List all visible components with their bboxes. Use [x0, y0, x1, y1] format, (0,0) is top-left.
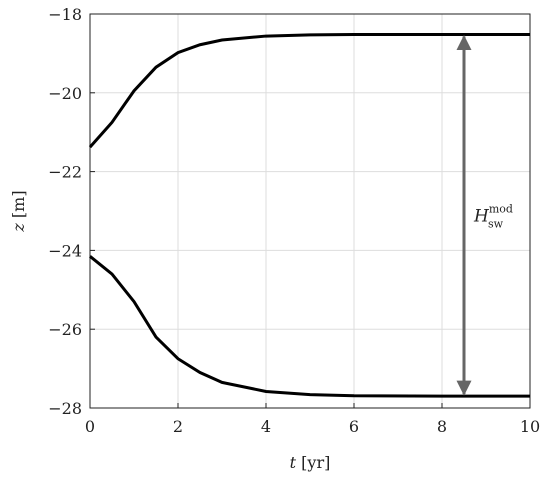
- y-axis-symbol: z: [9, 223, 28, 233]
- x-tick-label: 0: [85, 417, 95, 436]
- x-axis-unit: [yr]: [301, 453, 330, 472]
- x-axis-label: t [yr]: [290, 453, 331, 472]
- y-tick-label: −20: [48, 84, 82, 103]
- annotation-superscript: mod: [489, 202, 513, 215]
- y-axis-unit: [m]: [9, 190, 28, 218]
- annotation-symbol: H: [473, 206, 490, 226]
- line: [88, 32, 530, 149]
- x-tick-label: 4: [261, 417, 271, 436]
- x-tick-label: 8: [437, 417, 447, 436]
- annotation-subscript: sw: [488, 217, 504, 230]
- x-axis-symbol: t: [290, 453, 297, 472]
- line: [89, 255, 530, 398]
- y-tick-label: −26: [48, 320, 82, 339]
- y-tick-label: −22: [48, 163, 82, 182]
- y-tick-label: −24: [48, 241, 82, 260]
- y-tick-label: −28: [48, 399, 82, 418]
- x-tick-label: 10: [520, 417, 540, 436]
- plot-frame: [89, 13, 531, 409]
- y-tick-label: −18: [48, 5, 82, 24]
- y-axis-label: z [m]: [9, 190, 28, 232]
- x-tick-label: 6: [349, 417, 359, 436]
- x-tick-label: 2: [173, 417, 183, 436]
- annotation-label: Hmod sw: [473, 202, 513, 230]
